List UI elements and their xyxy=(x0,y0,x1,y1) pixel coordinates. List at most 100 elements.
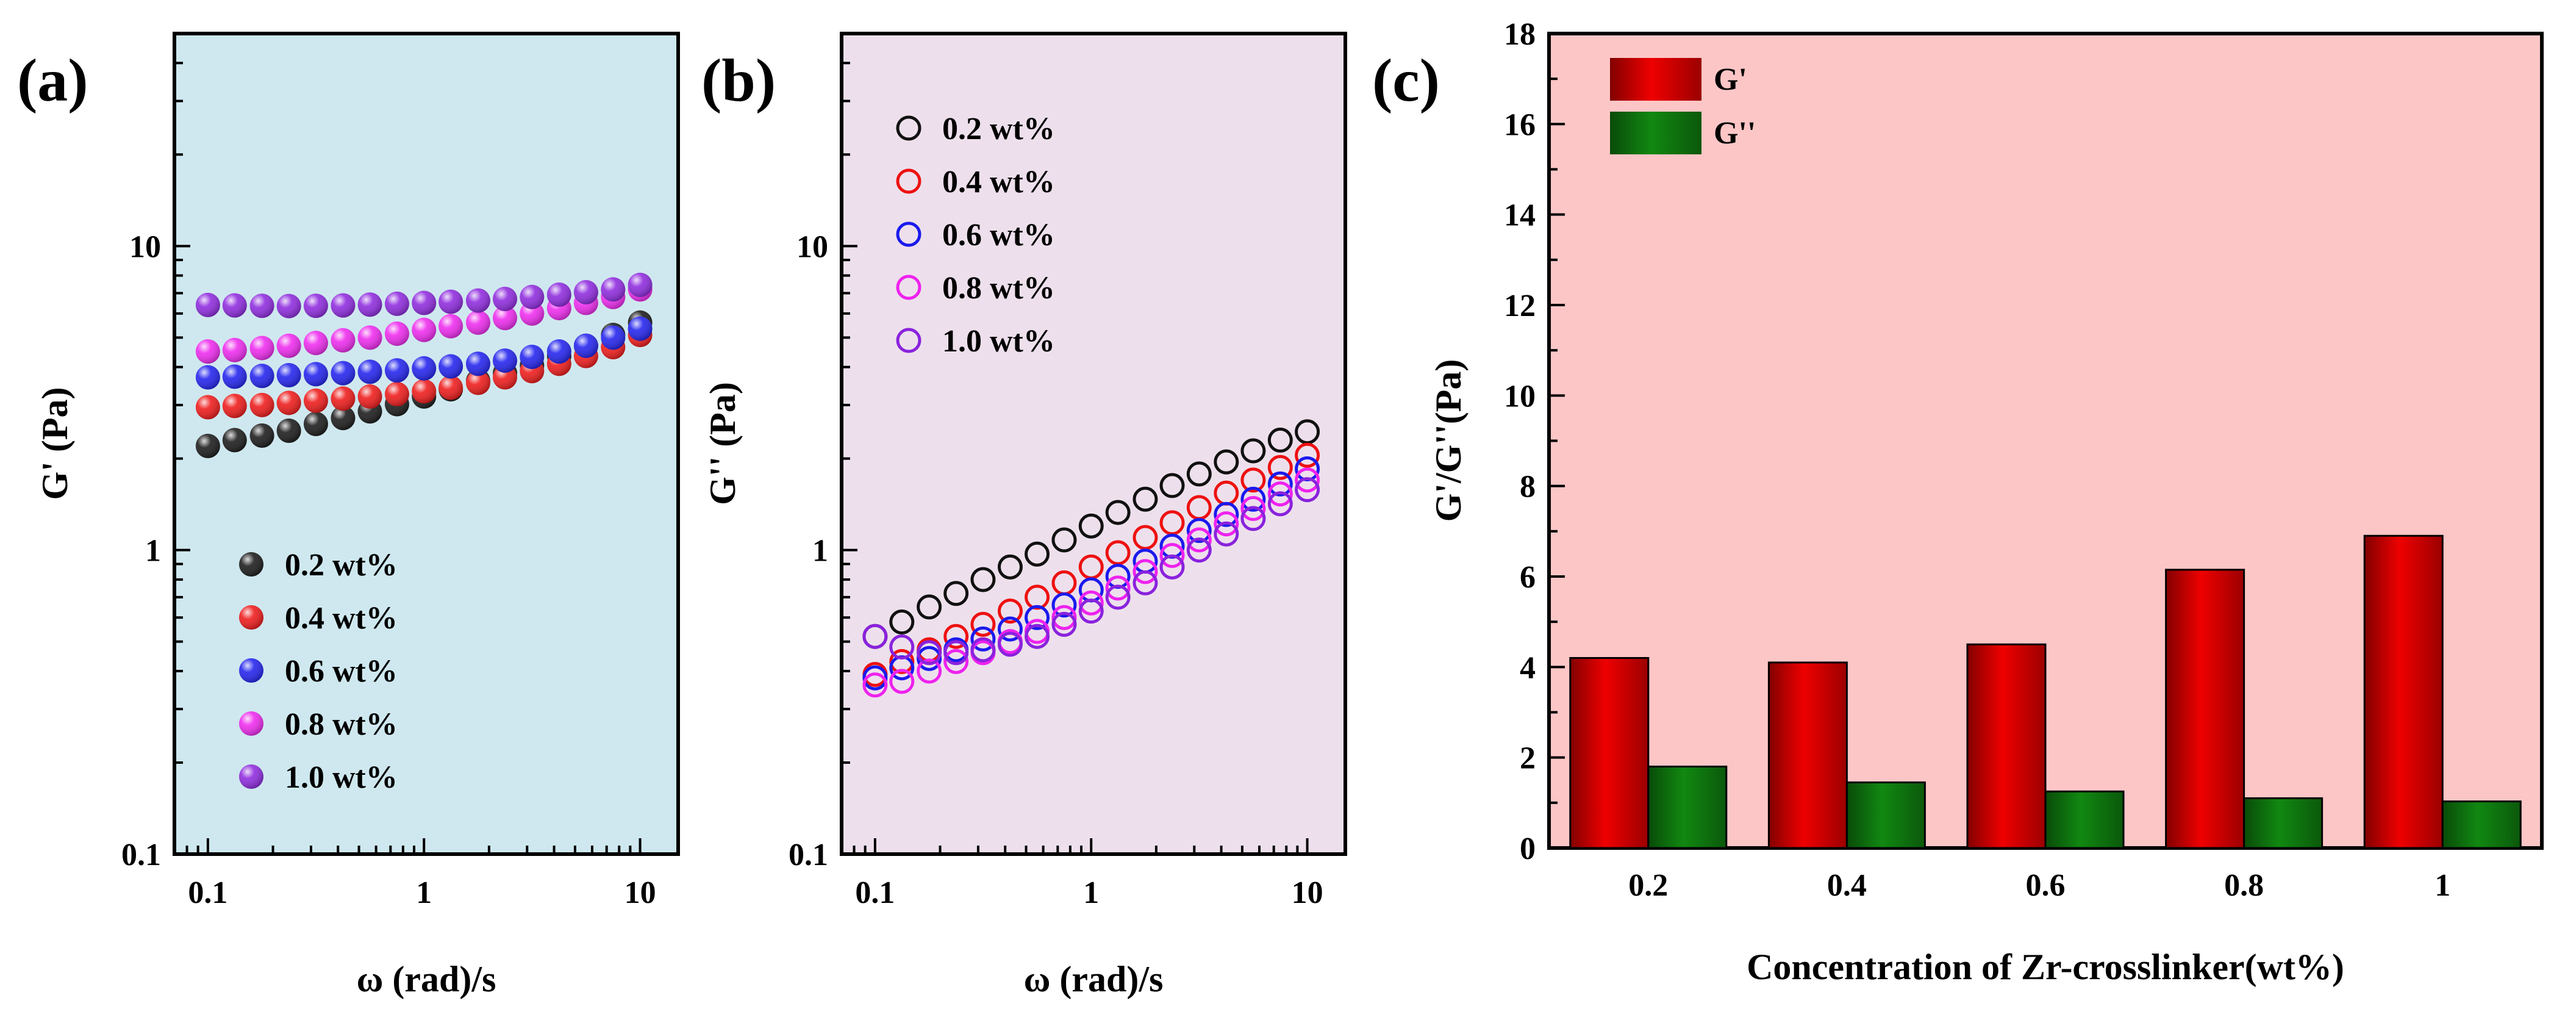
data-point xyxy=(1240,467,1266,493)
data-point xyxy=(1132,525,1158,550)
legend-swatch-shade xyxy=(1610,112,1701,154)
legend-a: 0.2 wt% 0.4 wt% 0.6 wt% 0.8 wt% 1.0 wt% xyxy=(239,548,398,795)
y-tick-label-c: 12 xyxy=(1504,289,1536,323)
data-point xyxy=(1132,570,1158,595)
data-point xyxy=(862,665,888,691)
bar-shade xyxy=(1767,661,1848,849)
bar-shade xyxy=(2044,790,2125,849)
data-point xyxy=(1078,513,1104,539)
bar-shade xyxy=(2243,797,2324,849)
legend-label: 0.2 wt% xyxy=(942,112,1055,146)
data-point-shine xyxy=(249,392,274,417)
data-point-shine xyxy=(303,362,328,387)
data-point xyxy=(997,631,1023,657)
data-point-shine xyxy=(628,273,653,298)
data-point xyxy=(1240,438,1266,464)
data-point-shine xyxy=(601,277,626,302)
data-point-shine xyxy=(249,423,274,448)
data-point xyxy=(1105,575,1131,601)
data-point-shine xyxy=(384,321,409,346)
data-point-shine xyxy=(628,316,653,341)
chart-c-marks: 0 2 4 6 8 10 12 14 16 18 0.2 0.4 0.6 0.8 1 G' G'' xyxy=(1504,17,2522,903)
data-point xyxy=(1025,541,1050,567)
legend-label: 0.8 wt% xyxy=(285,707,398,742)
data-point xyxy=(1214,449,1239,475)
legend-marker-shine xyxy=(239,605,263,630)
y-tick-label-a: 0.1 xyxy=(121,838,161,872)
data-point xyxy=(1295,477,1320,503)
data-point-shine xyxy=(357,325,382,350)
y-tick-label-c: 18 xyxy=(1504,17,1536,52)
data-point-shine xyxy=(573,333,598,358)
data-point xyxy=(1240,496,1266,522)
series-1-0-wt--b xyxy=(862,477,1320,666)
legend-label: 0.8 wt% xyxy=(942,271,1055,306)
data-point-shine xyxy=(303,293,328,318)
data-point xyxy=(1214,521,1239,547)
x-tick-label-b: 0.1 xyxy=(855,875,895,910)
legend-marker xyxy=(896,115,921,141)
data-point xyxy=(1267,427,1293,453)
legend-b: 0.2 wt% 0.4 wt% 0.6 wt% 0.8 wt% 1.0 wt% xyxy=(896,112,1055,359)
data-point-shine xyxy=(303,411,328,436)
data-point-shine xyxy=(331,361,356,386)
data-point xyxy=(889,609,915,635)
data-point-shine xyxy=(357,292,382,317)
data-point-shine xyxy=(249,364,274,389)
y-axis-title-c: G'/G''(Pa) xyxy=(1428,359,1469,522)
data-point xyxy=(1214,511,1239,537)
data-point xyxy=(917,658,942,684)
data-point-shine xyxy=(412,356,437,381)
legend-label: 0.4 wt% xyxy=(285,601,398,636)
x-axis-title-c: Concentration of Zr-crosslinker(wt%) xyxy=(1747,947,2344,987)
data-point xyxy=(862,672,888,698)
data-point xyxy=(1025,623,1050,649)
data-point-shine xyxy=(357,359,382,384)
data-point-shine xyxy=(222,293,247,318)
panel-b: 0.1 1 10 0.1 1 10 0.2 wt% 0.4 wt% 0.6 wt% 0.8 wt%… xyxy=(701,32,1347,999)
data-point-shine xyxy=(493,348,518,373)
data-point-shine xyxy=(412,379,437,404)
panel-c: 0 2 4 6 8 10 12 14 16 18 0.2 0.4 0.6 0.8 1 G' G'' (c) G'… xyxy=(1372,17,2544,987)
data-point xyxy=(1025,584,1050,610)
data-point xyxy=(970,626,996,652)
data-point xyxy=(1159,554,1185,580)
chart-a-marks: 0.1 1 10 0.1 1 10 0.2 wt% 0.4 wt% 0.6 wt% 0.8 wt%… xyxy=(121,32,656,910)
bar-shade xyxy=(1569,657,1650,849)
series-0-2-wt--b xyxy=(862,419,1320,649)
series-1-0-wt--a xyxy=(195,273,653,318)
panel-label-c: (c) xyxy=(1372,46,1440,114)
x-tick-label-a: 0.1 xyxy=(188,875,227,910)
legend-swatch-shade xyxy=(1610,58,1701,101)
data-point xyxy=(1051,527,1077,553)
data-point-shine xyxy=(465,288,490,313)
y-tick-label-b: 1 xyxy=(812,534,828,569)
legend-marker xyxy=(896,221,921,247)
data-point xyxy=(917,594,942,620)
data-point xyxy=(1186,518,1212,544)
data-point-shine xyxy=(384,291,409,316)
y-tick-label-c: 14 xyxy=(1504,198,1536,233)
y-tick-label-b: 10 xyxy=(796,229,828,264)
data-point xyxy=(1159,542,1185,568)
y-tick-label-c: 2 xyxy=(1520,741,1536,776)
x-tick-label-c: 0.2 xyxy=(1628,868,1668,903)
y-axis-title-b: G'' (Pa) xyxy=(703,382,743,505)
data-point xyxy=(1267,481,1293,507)
data-point-shine xyxy=(276,333,301,358)
data-point xyxy=(943,649,969,674)
x-axis-title-a: ω (rad)/s xyxy=(357,959,496,999)
legend-marker xyxy=(896,328,921,353)
data-point xyxy=(943,581,969,606)
data-point xyxy=(1051,611,1077,637)
data-point-shine xyxy=(222,337,247,362)
data-point xyxy=(1105,500,1131,525)
legend-label: 0.2 wt% xyxy=(285,548,398,583)
data-point xyxy=(889,634,915,660)
y-axis-title-a: G' (Pa) xyxy=(35,387,75,500)
data-point xyxy=(1078,598,1104,624)
data-point-shine xyxy=(601,325,626,350)
x-tick-label-c: 0.4 xyxy=(1827,868,1867,903)
data-point xyxy=(1159,473,1185,498)
